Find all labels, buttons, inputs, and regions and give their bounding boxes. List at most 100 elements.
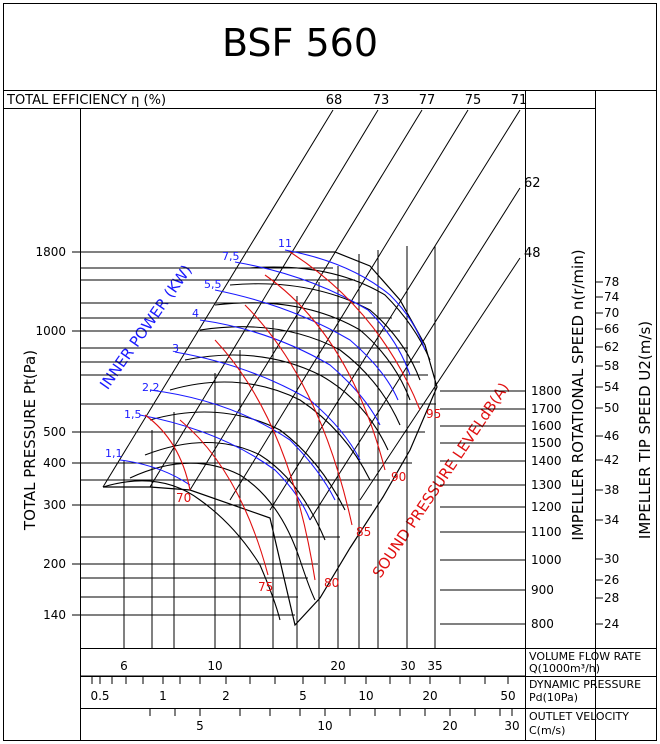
speed-label: 1400 [531, 454, 562, 468]
speed-label: 1100 [531, 525, 562, 539]
speed-label: 1500 [531, 436, 562, 450]
y-tick-label: 1000 [35, 324, 66, 338]
velocity-tick-label: 10 [317, 719, 332, 733]
speed-label: 1600 [531, 419, 562, 433]
dynamic-tick-label: 2 [222, 689, 230, 703]
y-tick-label: 140 [43, 608, 66, 622]
power-value-label: 1,5 [124, 408, 142, 421]
flow-scale-label-line1: VOLUME FLOW RATE [529, 650, 641, 663]
sound-value-label: 80 [324, 576, 339, 590]
efficiency-line [359, 257, 521, 501]
fan-speed-curve [149, 411, 346, 511]
chart-lines [72, 109, 603, 716]
speed-label: 1300 [531, 478, 562, 492]
flow-tick-label: 10 [207, 659, 222, 673]
efficiency-label: 73 [373, 93, 390, 108]
tip-speed-label: 54 [604, 380, 619, 394]
fan-speed-curve [214, 302, 411, 401]
flow-tick-label: 6 [120, 659, 128, 673]
efficiency-line [309, 187, 521, 521]
sound-value-label: 90 [391, 470, 406, 484]
flow-tick-label: 35 [427, 659, 442, 673]
speed-label: 800 [531, 617, 554, 631]
efficiency-label: 71 [511, 93, 528, 108]
chart-title: BSF 560 [222, 21, 378, 65]
power-value-label: 5,5 [204, 278, 222, 291]
efficiency-label: 62 [524, 176, 541, 191]
dynamic-tick-label: 10 [358, 689, 373, 703]
tip-speed-label: 58 [604, 359, 619, 373]
velocity-scale-label-line2: C(m/s) [529, 724, 565, 737]
sound-curve [289, 251, 421, 411]
y-tick-label: 500 [43, 425, 66, 439]
tip-speed-label: 30 [604, 552, 619, 566]
power-curve [199, 319, 381, 426]
dynamic-scale-label-line2: Pd(10Pa) [529, 691, 578, 704]
y-tick-label: 400 [43, 456, 66, 470]
speed-label: 1700 [531, 402, 562, 416]
sound-curve [179, 419, 269, 576]
tip-speed-label: 50 [604, 401, 619, 415]
efficiency-label: 75 [465, 93, 482, 108]
y-tick-label: 300 [43, 498, 66, 512]
flow-tick-label: 20 [330, 659, 345, 673]
fan-speed-curve [169, 381, 371, 481]
sound-value-label: 70 [176, 491, 191, 505]
power-curve [214, 289, 399, 401]
dynamic-tick-label: 50 [500, 689, 515, 703]
efficiency-label: 48 [524, 246, 541, 261]
tip-speed-label: 34 [604, 513, 619, 527]
tip-speed-label: 66 [604, 322, 619, 336]
dynamic-tick-label: 1 [159, 689, 167, 703]
speed-label: 1200 [531, 500, 562, 514]
velocity-tick-label: 20 [442, 719, 457, 733]
power-value-label: 1,1 [105, 447, 123, 460]
dynamic-tick-label: 20 [422, 689, 437, 703]
power-value-label: 3 [172, 342, 179, 355]
power-curve [174, 351, 361, 461]
tip-speed-label: 26 [604, 573, 619, 587]
speed-label: 900 [531, 583, 554, 597]
tip-speed-label: 42 [604, 453, 619, 467]
efficiency-line [189, 109, 423, 491]
efficiency-line [269, 109, 521, 511]
flow-scale-label-line2: Q(1000m³/h) [529, 662, 600, 675]
dynamic-scale-label-line1: DYNAMIC PRESSURE [529, 678, 641, 691]
fan-speed-curve [144, 441, 326, 541]
sound-value-label: 85 [356, 525, 371, 539]
power-curve [139, 414, 311, 521]
efficiency-line [149, 109, 379, 488]
dynamic-tick-label: 5 [299, 689, 307, 703]
power-value-label: 11 [278, 237, 292, 250]
frame [3, 3, 657, 741]
velocity-scale-label: OUTLET VELOCITY C(m/s) [529, 710, 629, 737]
sound-curve [244, 304, 353, 526]
envelope-outline [103, 251, 438, 627]
power-curve [284, 249, 426, 351]
tip-speed-label: 74 [604, 290, 619, 304]
sound-value-label: 75 [258, 580, 273, 594]
tip-speed-label: 70 [604, 306, 619, 320]
sound-value-label: 95 [426, 407, 441, 421]
tip-speed-label: 46 [604, 429, 619, 443]
speed-axis-label: IMPELLER ROTATIONAL SPEED n(r/min) [569, 249, 587, 540]
fan-speed-curve [184, 354, 389, 451]
sound-curve [214, 339, 316, 581]
power-series-label: INNER POWER (KW) [96, 261, 195, 392]
power-value-label: 2,2 [142, 381, 160, 394]
dynamic-tick-label: 0.5 [90, 689, 109, 703]
y-axis-label: TOTAL PRESSURE Pt(Pa) [21, 350, 39, 531]
y-tick-label: 200 [43, 557, 66, 571]
fan-speed-curve [249, 266, 431, 361]
dynamic-scale-label: DYNAMIC PRESSURE Pd(10Pa) [529, 678, 641, 704]
flow-scale-label: VOLUME FLOW RATE Q(1000m³/h) [529, 650, 641, 675]
efficiency-line [229, 109, 469, 501]
power-curve [149, 389, 336, 501]
fan-speed-curve [229, 283, 421, 381]
power-value-label: 7,5 [222, 250, 240, 263]
tip-speed-label: 78 [604, 275, 619, 289]
power-value-label: 4 [192, 307, 199, 320]
tip-speed-label: 28 [604, 591, 619, 605]
